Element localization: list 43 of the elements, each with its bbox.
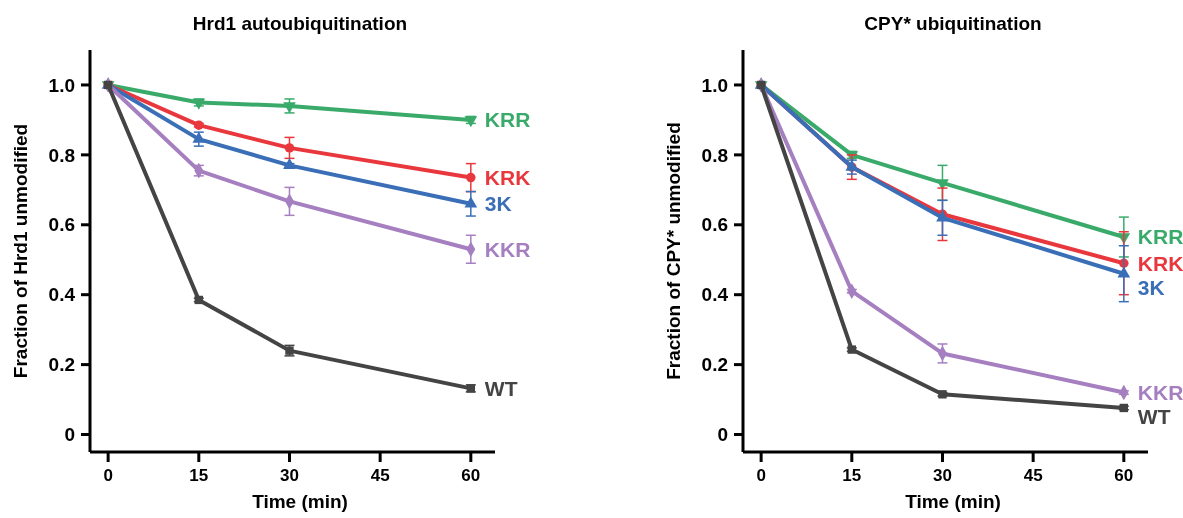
x-tick-label: 30 <box>933 466 952 485</box>
point <box>464 196 478 208</box>
series-label: KRR <box>1137 225 1183 249</box>
x-tick-label: 45 <box>1023 466 1043 485</box>
x-tick-label: 15 <box>842 466 862 485</box>
y-tick-label: 0 <box>717 424 728 446</box>
y-axis-title: Fraction of CPY* unmodified <box>663 122 684 380</box>
x-tick-label: 45 <box>370 466 390 485</box>
x-axis-title: Time (min) <box>252 491 348 512</box>
point <box>284 143 295 153</box>
x-tick-label: 15 <box>189 466 209 485</box>
chart-title: Hrd1 autoubiquitination <box>192 13 408 34</box>
y-tick-label: 1.0 <box>701 74 728 96</box>
x-tick-label: 60 <box>461 466 481 485</box>
x-tick-label: 30 <box>280 466 299 485</box>
y-tick-label: 0.6 <box>48 214 75 236</box>
series-label: 3K <box>1137 275 1165 299</box>
y-tick-label: 0.4 <box>48 284 76 306</box>
point <box>283 158 296 170</box>
y-tick-label: 0.6 <box>701 214 728 236</box>
chart-title: CPY* ubiquitination <box>864 13 1042 34</box>
series-label: KRK <box>484 165 531 189</box>
series-label: KKR <box>1137 380 1183 404</box>
x-tick-label: 60 <box>1114 466 1134 485</box>
y-tick-label: 0.2 <box>48 354 75 376</box>
y-tick-label: 0 <box>64 424 75 446</box>
y-tick-label: 0.8 <box>48 144 75 166</box>
y-tick-label: 1.0 <box>48 74 75 96</box>
series-label: KKR <box>484 237 531 261</box>
y-tick-label: 0.8 <box>701 144 728 166</box>
y-tick-label: 0.4 <box>701 284 729 306</box>
series-label: KRK <box>1137 251 1183 275</box>
x-axis-title: Time (min) <box>905 491 1001 512</box>
series-label: WT <box>1137 404 1171 428</box>
point <box>1117 266 1131 278</box>
series-label: 3K <box>484 192 512 216</box>
x-tick-label: 0 <box>756 466 766 485</box>
x-tick-label: 0 <box>103 466 113 485</box>
series-label: KRR <box>484 108 531 132</box>
y-tick-label: 0.2 <box>701 354 728 376</box>
series-label: WT <box>484 376 518 400</box>
y-axis-title: Fraction of Hrd1 unmodified <box>10 123 31 379</box>
point <box>466 172 476 183</box>
